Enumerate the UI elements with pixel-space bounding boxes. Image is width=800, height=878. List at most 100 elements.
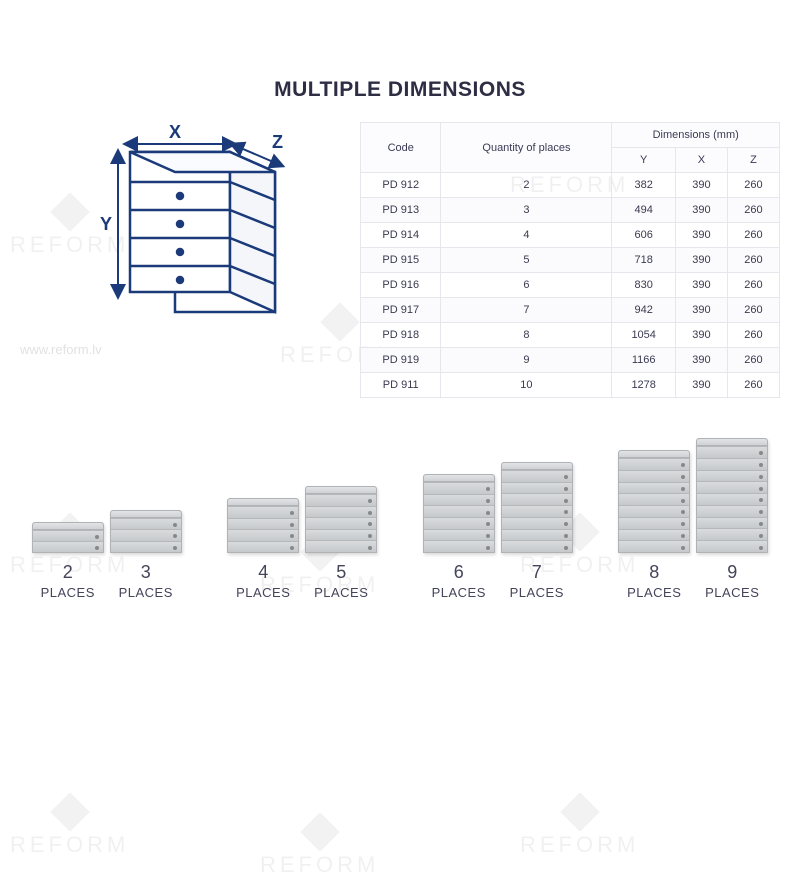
cell-y: 942 <box>612 298 676 323</box>
cell-code: PD 918 <box>361 323 441 348</box>
cell-y: 1166 <box>612 348 676 373</box>
table-row: PD 91881054390260 <box>361 323 780 348</box>
col-z: Z <box>727 148 779 173</box>
cell-z: 260 <box>727 273 779 298</box>
mailbox-caption: 3PLACES <box>119 561 173 601</box>
product-gallery: 2PLACES 3PLACES 4PLACES 5PLACES 6PLACES 7PLAC… <box>0 398 800 601</box>
cell-z: 260 <box>727 223 779 248</box>
gallery-group: 4PLACES 5PLACES <box>227 486 377 601</box>
cell-y: 1054 <box>612 323 676 348</box>
cell-z: 260 <box>727 198 779 223</box>
cell-qty: 10 <box>441 373 612 398</box>
dimension-diagram: X Z Y www.reform.lv <box>60 122 340 347</box>
cell-qty: 9 <box>441 348 612 373</box>
col-code: Code <box>361 123 441 173</box>
cell-x: 390 <box>675 248 727 273</box>
top-row: X Z Y www.reform.lv Code Quantity of pla… <box>0 122 800 398</box>
table-row: PD 911101278390260 <box>361 373 780 398</box>
table-row: PD 9133494390260 <box>361 198 780 223</box>
cell-qty: 7 <box>441 298 612 323</box>
cell-qty: 3 <box>441 198 612 223</box>
table-row: PD 91991166390260 <box>361 348 780 373</box>
cell-qty: 8 <box>441 323 612 348</box>
mailbox-box <box>227 498 299 553</box>
col-y: Y <box>612 148 676 173</box>
table-row: PD 9177942390260 <box>361 298 780 323</box>
cell-y: 1278 <box>612 373 676 398</box>
axis-x-label: X <box>169 122 181 142</box>
cell-x: 390 <box>675 273 727 298</box>
cell-qty: 5 <box>441 248 612 273</box>
dimensions-table: Code Quantity of places Dimensions (mm) … <box>360 122 780 398</box>
cell-code: PD 914 <box>361 223 441 248</box>
mailbox-8: 8PLACES <box>618 450 690 601</box>
table-row: PD 9155718390260 <box>361 248 780 273</box>
table-row: PD 9122382390260 <box>361 173 780 198</box>
cell-x: 390 <box>675 198 727 223</box>
cell-x: 390 <box>675 323 727 348</box>
col-qty: Quantity of places <box>441 123 612 173</box>
table-row: PD 9166830390260 <box>361 273 780 298</box>
mailbox-2: 2PLACES <box>32 522 104 601</box>
col-x: X <box>675 148 727 173</box>
mailbox-9: 9PLACES <box>696 438 768 601</box>
axis-y-label: Y <box>100 214 112 234</box>
cell-qty: 2 <box>441 173 612 198</box>
gallery-group: 6PLACES 7PLACES <box>423 462 573 601</box>
mailbox-7: 7PLACES <box>501 462 573 601</box>
mailbox-box <box>32 522 104 553</box>
mailbox-5: 5PLACES <box>305 486 377 601</box>
cell-code: PD 913 <box>361 198 441 223</box>
mailbox-box <box>618 450 690 553</box>
mailbox-box <box>501 462 573 553</box>
mailbox-caption: 6PLACES <box>432 561 486 601</box>
cell-qty: 4 <box>441 223 612 248</box>
cell-z: 260 <box>727 373 779 398</box>
mailbox-caption: 2PLACES <box>41 561 95 601</box>
gallery-group: 2PLACES 3PLACES <box>32 510 182 601</box>
mailbox-box <box>110 510 182 553</box>
watermark-url: www.reform.lv <box>20 342 102 357</box>
cell-z: 260 <box>727 248 779 273</box>
mailbox-6: 6PLACES <box>423 474 495 601</box>
cell-code: PD 919 <box>361 348 441 373</box>
cell-code: PD 917 <box>361 298 441 323</box>
mailbox-4: 4PLACES <box>227 498 299 601</box>
cell-z: 260 <box>727 348 779 373</box>
cell-x: 390 <box>675 223 727 248</box>
cell-y: 830 <box>612 273 676 298</box>
watermark: REFORM <box>10 798 129 858</box>
cell-y: 382 <box>612 173 676 198</box>
cell-z: 260 <box>727 323 779 348</box>
mailbox-caption: 5PLACES <box>314 561 368 601</box>
cell-code: PD 915 <box>361 248 441 273</box>
mailbox-caption: 9PLACES <box>705 561 759 601</box>
mailbox-caption: 4PLACES <box>236 561 290 601</box>
axis-z-label: Z <box>272 132 283 152</box>
page-title: MULTIPLE DIMENSIONS <box>0 78 800 102</box>
cell-x: 390 <box>675 348 727 373</box>
cell-y: 494 <box>612 198 676 223</box>
mailbox-caption: 7PLACES <box>510 561 564 601</box>
mailbox-box <box>696 438 768 553</box>
watermark: REFORM <box>260 818 379 878</box>
cell-y: 718 <box>612 248 676 273</box>
cell-qty: 6 <box>441 273 612 298</box>
cell-code: PD 911 <box>361 373 441 398</box>
cell-z: 260 <box>727 173 779 198</box>
table-row: PD 9144606390260 <box>361 223 780 248</box>
cell-x: 390 <box>675 173 727 198</box>
mailbox-box <box>305 486 377 553</box>
cell-x: 390 <box>675 373 727 398</box>
cell-y: 606 <box>612 223 676 248</box>
cell-z: 260 <box>727 298 779 323</box>
mailbox-box <box>423 474 495 553</box>
mailbox-caption: 8PLACES <box>627 561 681 601</box>
watermark: REFORM <box>520 798 639 858</box>
cell-code: PD 912 <box>361 173 441 198</box>
cell-code: PD 916 <box>361 273 441 298</box>
mailbox-3: 3PLACES <box>110 510 182 601</box>
gallery-group: 8PLACES 9PLACES <box>618 438 768 601</box>
cell-x: 390 <box>675 298 727 323</box>
col-group-dims: Dimensions (mm) <box>612 123 780 148</box>
